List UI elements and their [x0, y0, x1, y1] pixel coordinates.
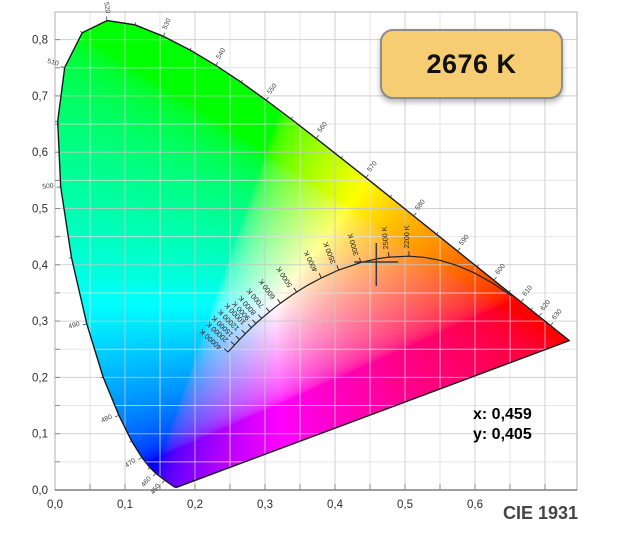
svg-text:480: 480	[100, 413, 113, 424]
svg-text:550: 550	[266, 82, 278, 95]
svg-text:0,5: 0,5	[397, 499, 413, 511]
grid-lines	[55, 12, 577, 490]
svg-text:0,2: 0,2	[187, 499, 203, 511]
svg-text:0,6: 0,6	[32, 147, 48, 159]
readout-x-value: x: 0,459	[473, 406, 532, 423]
svg-text:2500 K: 2500 K	[380, 226, 391, 250]
svg-text:490: 490	[68, 321, 81, 331]
y-axis-labels: 0,0 0,1 0,2 0,3 0,4 0,5 0,6 0,7 0,8	[32, 35, 49, 497]
svg-text:5000 K: 5000 K	[274, 265, 294, 289]
svg-text:520: 520	[102, 2, 111, 14]
svg-text:0,0: 0,0	[47, 499, 63, 511]
svg-text:0,7: 0,7	[32, 91, 48, 103]
svg-text:530: 530	[162, 17, 173, 30]
measurement-marker	[354, 242, 399, 286]
svg-text:0,3: 0,3	[32, 316, 48, 328]
svg-text:0,3: 0,3	[257, 499, 273, 511]
diagram-title: CIE 1931	[503, 503, 579, 523]
svg-text:0,8: 0,8	[32, 35, 48, 47]
svg-text:2200 K: 2200 K	[402, 225, 411, 248]
svg-text:0,4: 0,4	[32, 260, 49, 272]
svg-text:0,0: 0,0	[32, 485, 48, 497]
svg-text:0,6: 0,6	[467, 499, 483, 511]
xy-readout: x: 0,459 y: 0,405	[473, 405, 532, 445]
svg-text:0,4: 0,4	[327, 499, 344, 511]
svg-text:0,2: 0,2	[32, 372, 48, 384]
svg-text:470: 470	[124, 457, 137, 469]
svg-text:3000 K: 3000 K	[345, 232, 360, 257]
svg-text:590: 590	[458, 234, 471, 247]
x-axis-labels: 0,0 0,1 0,2 0,3 0,4 0,5 0,6	[47, 499, 483, 511]
spectral-locus-outline	[57, 19, 570, 488]
svg-text:510: 510	[47, 58, 60, 68]
axes	[54, 11, 578, 491]
svg-text:540: 540	[215, 47, 227, 61]
readout-y-value: y: 0,405	[473, 426, 532, 443]
svg-text:460: 460	[140, 475, 153, 488]
svg-text:4000 K: 4000 K	[301, 249, 319, 274]
planckian-locus	[227, 255, 513, 353]
svg-text:620: 620	[539, 299, 552, 312]
svg-text:580: 580	[414, 198, 427, 211]
svg-text:570: 570	[366, 160, 379, 173]
svg-text:610: 610	[522, 284, 535, 297]
cct-badge: 2676 K	[380, 29, 563, 99]
svg-text:630: 630	[551, 308, 564, 321]
svg-text:500: 500	[42, 183, 54, 191]
svg-text:0,1: 0,1	[117, 499, 133, 511]
svg-text:560: 560	[317, 121, 330, 134]
cct-badge-label: 2676 K	[426, 48, 517, 79]
svg-text:0,5: 0,5	[32, 204, 48, 216]
svg-text:0,1: 0,1	[32, 429, 48, 441]
